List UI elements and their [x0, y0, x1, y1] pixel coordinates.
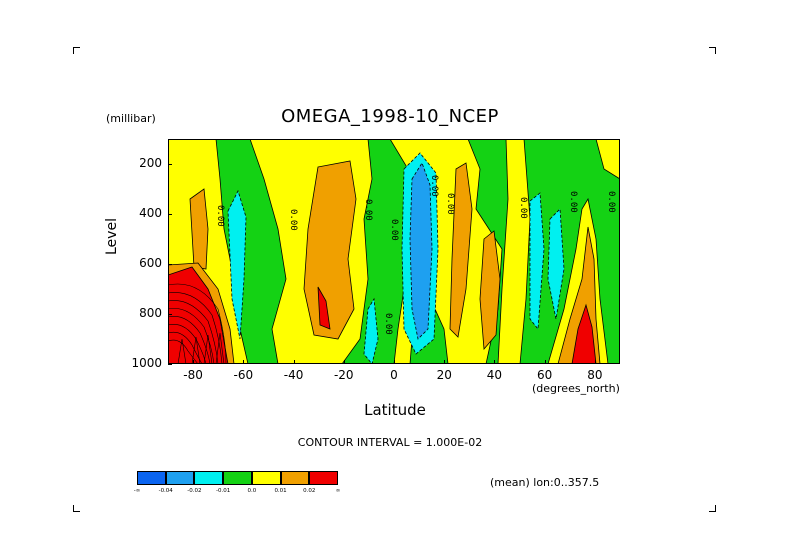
region-yellow-north-pole-strip	[595, 139, 620, 180]
x-tick-label: 40	[486, 368, 503, 382]
x-tick-label: 80	[587, 368, 603, 382]
x-tick-label: -80	[183, 368, 203, 382]
x-tick-mark	[544, 360, 546, 364]
crop-mark-top-left	[73, 47, 80, 54]
x-tick-label: -60	[233, 368, 254, 382]
x-tick-mark	[193, 360, 195, 364]
contour-label-8: 0.00	[568, 191, 578, 213]
colorbar	[137, 471, 339, 485]
x-axis-label: Latitude	[364, 401, 426, 419]
crop-mark-bottom-left	[73, 505, 80, 512]
x-tick-label: -40	[283, 368, 304, 382]
colorbar-swatch	[309, 471, 339, 485]
x-tick-mark	[293, 360, 295, 364]
region-orange-southern-subtropics	[303, 160, 357, 340]
region-red-south-pole-surface	[168, 266, 229, 364]
y-tick-label: 400	[139, 206, 162, 220]
y-tick-label: 1000	[131, 356, 162, 370]
y-tick-mark	[168, 264, 172, 265]
y-tick-mark	[168, 314, 172, 315]
crop-mark-bottom-right	[709, 505, 716, 512]
colorbar-label: -∞	[133, 488, 141, 494]
region-cyan-north-midlat	[529, 192, 545, 331]
colorbar-label: -0.04	[158, 488, 173, 494]
x-tick-mark	[243, 360, 245, 364]
y-tick-mark	[168, 214, 172, 215]
chart-title: OMEGA_1998-10_NCEP	[281, 106, 499, 127]
region-cyan-north-polar	[547, 208, 565, 320]
y-tick-mark	[168, 364, 172, 365]
x-tick-label: -20	[333, 368, 354, 382]
colorbar-label: 0.02	[303, 488, 316, 494]
contour-plot: 0.00 0.00 0.00 0.00 0.00 0.00 0.00 0.00 …	[168, 139, 620, 364]
contour-label-5: 0.00	[429, 175, 439, 197]
contour-label-9: 0.00	[606, 191, 616, 213]
colorbar-swatch	[223, 471, 252, 485]
colorbar-label: ∞	[335, 488, 341, 494]
y-tick-label: 800	[139, 306, 162, 320]
x-tick-mark	[594, 360, 596, 364]
contour-label-10: 0.00	[383, 313, 393, 335]
region-red-southern-subtropics	[317, 286, 331, 330]
y-tick-label: 200	[139, 156, 162, 170]
x-tick-mark	[444, 360, 446, 364]
y-tick-mark	[168, 164, 172, 165]
colorbar-label: 0.01	[274, 488, 287, 494]
contour-label-2: 0.00	[288, 209, 298, 231]
crop-mark-top-right	[709, 47, 716, 54]
contour-lines-south-polar	[168, 283, 227, 364]
colorbar-label: 0.0	[247, 488, 257, 494]
x-axis-unit: (degrees_north)	[532, 382, 620, 395]
contour-interval: CONTOUR INTERVAL = 1.000E-02	[297, 436, 483, 449]
colorbar-swatch	[137, 471, 166, 485]
y-tick-label: 600	[139, 256, 162, 270]
mean-lon-note: (mean) lon:0..357.5	[490, 476, 600, 489]
contour-label-4: 0.00	[389, 219, 399, 241]
colorbar-labels: -∞ -0.04 -0.02 -0.01 0.0 0.01 0.02 ∞	[125, 488, 355, 498]
y-axis-unit: (millibar)	[106, 112, 156, 125]
region-orange-south-polar-column	[189, 188, 209, 270]
region-red-north-polar-surface	[571, 303, 597, 364]
region-blue-itcz-core	[409, 162, 433, 340]
colorbar-label: -0.02	[187, 488, 202, 494]
colorbar-swatch	[280, 471, 310, 485]
x-tick-mark	[494, 360, 496, 364]
contour-label-6: 0.00	[445, 193, 455, 215]
region-orange-north-subtropics	[479, 230, 501, 350]
region-cyan-surface-eq	[363, 297, 379, 364]
contour-label-1: 0.00	[215, 205, 225, 227]
x-tick-label: 0	[390, 368, 398, 382]
x-tick-mark	[343, 360, 345, 364]
x-tick-mark	[394, 360, 395, 364]
contour-label-3: 0.00	[363, 199, 373, 221]
y-axis-label: Level	[104, 218, 120, 255]
colorbar-swatch	[251, 471, 281, 485]
colorbar-swatch	[165, 471, 195, 485]
region-cyan-south-midlat	[227, 189, 247, 340]
contour-label-7: 0.00	[518, 197, 528, 219]
region-yellow-north-midlat	[497, 139, 531, 364]
region-orange-tropics-north	[449, 162, 473, 338]
colorbar-label: -0.01	[216, 488, 231, 494]
colorbar-swatch	[194, 471, 224, 485]
x-tick-label: 20	[436, 368, 452, 382]
x-tick-label: 60	[537, 368, 553, 382]
